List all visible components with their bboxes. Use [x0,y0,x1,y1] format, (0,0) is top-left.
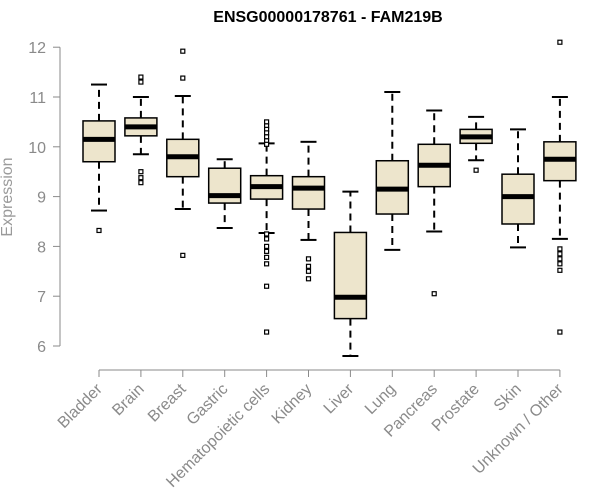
x-tick-label: Bladder [55,380,106,431]
outlier-point [305,263,312,269]
box-group [207,158,242,229]
box-group [249,119,284,335]
y-axis: 6 7 8 9 10 11 12 [28,40,61,356]
outlier-point [473,167,479,173]
outlier-point [264,329,270,335]
y-tick-label: 7 [37,289,46,306]
outlier-point [264,243,270,249]
outlier-point [138,180,144,186]
outlier-point [180,75,186,81]
y-tick-label: 9 [37,190,46,207]
box-group [459,115,493,173]
box-series [82,39,577,357]
outlier-point [557,251,563,257]
outlier-point [557,261,563,267]
outlier-point [138,175,144,181]
x-tick-label: Liver [321,380,358,417]
chart-title: ENSG00000178761 - FAM219B [213,9,442,26]
outlier-point [264,248,270,254]
box-group [501,128,535,249]
outlier-point [138,74,144,80]
box-group [333,190,368,357]
outlier-point [264,283,270,289]
outlier-point [264,231,270,237]
x-tick-label: Lung [362,381,399,418]
outlier-point [264,261,270,267]
outlier-point [557,267,563,273]
box-group [375,91,410,251]
box-group [543,39,577,335]
y-tick-label: 12 [28,40,46,57]
box-group [291,140,326,282]
outlier-point [431,291,437,297]
y-tick-label: 11 [29,90,46,107]
x-tick-label: Skin [491,381,525,415]
x-tick-label: Kidney [269,381,316,428]
outlier-point [264,236,270,242]
y-axis-label: Expression [0,157,16,236]
outlier-point [264,141,270,147]
outlier-point [96,227,102,234]
outlier-point [305,276,312,282]
outlier-point [138,79,144,85]
outlier-point [264,254,270,260]
outlier-point [557,39,563,45]
outlier-point [305,256,312,262]
box-group [417,109,451,297]
y-tick-label: 10 [28,140,46,157]
box-group [166,48,200,258]
box-group [124,74,158,186]
outlier-point [557,256,563,262]
x-tick-label: Breast [145,380,190,425]
outlier-point [557,246,563,252]
outlier-point [180,48,186,54]
outlier-point [138,169,144,175]
y-tick-label: 8 [37,239,46,256]
box-iqr [291,175,326,210]
outlier-point [180,252,186,258]
x-tick-label: Brain [109,381,147,419]
box-group [82,83,116,234]
y-tick-label: 6 [37,339,46,356]
outlier-point [305,268,312,274]
box-iqr [333,231,368,320]
outlier-point [557,329,563,335]
